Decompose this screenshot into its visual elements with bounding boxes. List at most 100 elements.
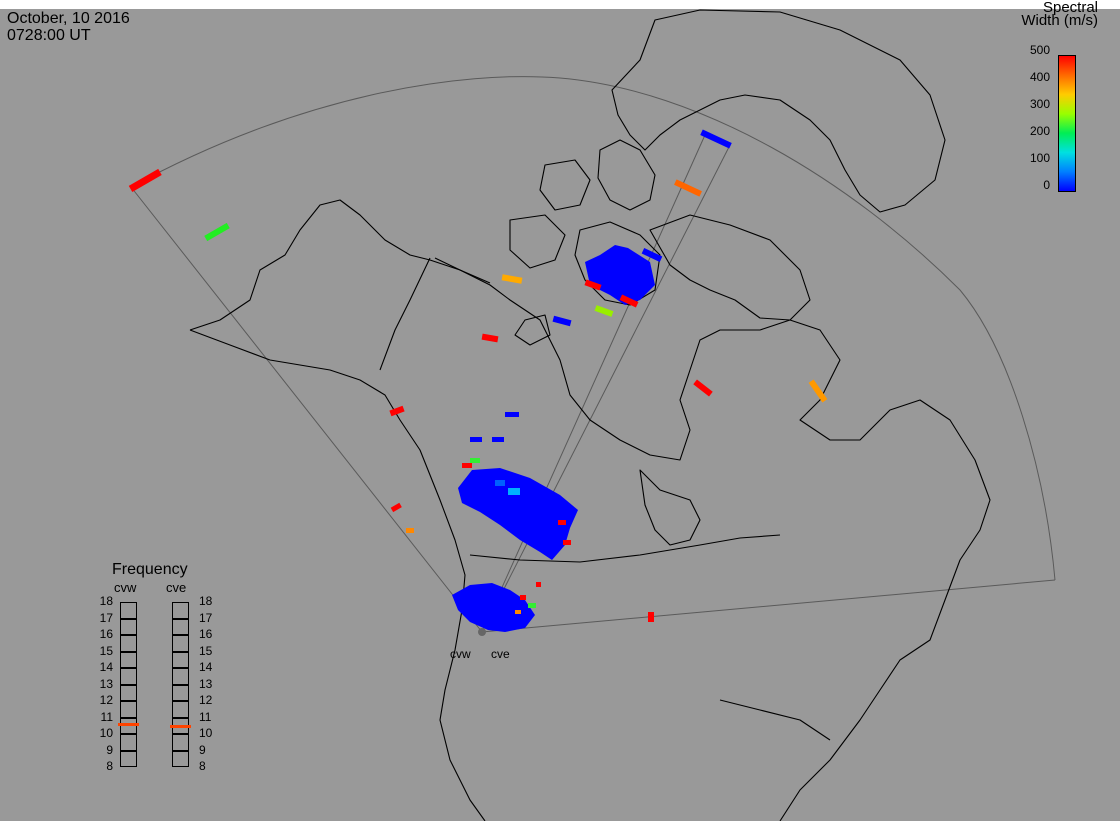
frequency-tick-right: 9 <box>199 742 206 757</box>
fov-outline <box>130 76 1056 633</box>
scatter-patch-blue-arctic <box>585 245 655 305</box>
frequency-radar-label-cve: cve <box>166 580 187 595</box>
scatter-red-6 <box>389 405 405 417</box>
colorbar-gradient <box>1058 55 1076 192</box>
frequency-scale-cell <box>172 618 189 635</box>
radar-label-cvw: cvw <box>450 647 471 661</box>
top-frame-band <box>0 0 1120 9</box>
frequency-tick-right: 12 <box>199 693 213 707</box>
coastline-hudson-bay <box>639 469 701 546</box>
scatter-cell-near-orange <box>515 610 521 614</box>
coastline-baffin <box>649 214 811 321</box>
scatter-blue-2 <box>552 315 572 327</box>
frequency-scale-cell <box>172 602 189 619</box>
scatter-cell-red-2 <box>558 520 566 525</box>
frequency-tick-right: 17 <box>199 610 213 625</box>
scatter-cell-red-1 <box>462 463 472 468</box>
date-label: October, 10 2016 <box>7 10 130 27</box>
scatter-red-4 <box>481 333 499 343</box>
colorbar-tick-label: 500 <box>1029 43 1050 57</box>
scatter-cell-near-green <box>528 603 536 608</box>
scatter-red-8 <box>648 612 654 622</box>
fov-overlap-edge-1 <box>481 144 731 633</box>
radar-label-cve: cve <box>491 647 510 661</box>
scatter-cluster-mid <box>458 458 578 560</box>
colorbar-tick-label: 300 <box>1029 97 1050 111</box>
frequency-tick-left: 16 <box>99 627 113 641</box>
scatter-red-5 <box>693 379 713 397</box>
border-alaska <box>379 257 431 371</box>
scatter-cell-cyan <box>508 488 520 495</box>
scatter-cell-arctic-blue <box>641 248 663 262</box>
frequency-tick-right: 13 <box>199 676 213 691</box>
scatter-cell-red-3 <box>563 540 571 545</box>
frequency-tick-left: 12 <box>99 693 113 707</box>
frequency-tick-left: 8 <box>106 759 113 773</box>
frequency-tick-left: 15 <box>99 643 113 658</box>
frequency-tick-right: 16 <box>199 627 213 641</box>
colorbar-tick-label: 100 <box>1029 151 1050 165</box>
frequency-tick-right: 8 <box>199 759 206 773</box>
radar-sites <box>478 628 486 636</box>
scatter-orange-2 <box>808 379 828 403</box>
frequency-scale-cell <box>120 701 137 718</box>
scatter-blue-5 <box>492 437 504 442</box>
scatter-far-blue <box>700 129 732 149</box>
frequency-tick-right: 11 <box>199 709 212 724</box>
fov-right-edge <box>481 579 1056 633</box>
border-arctic-line <box>434 257 491 284</box>
border-us-canada <box>469 534 781 563</box>
frequency-tick-left: 11 <box>100 709 113 724</box>
frequency-tick-left: 18 <box>99 594 113 608</box>
frequency-tick-left: 17 <box>99 610 113 625</box>
frequency-tick-left: 10 <box>99 726 113 740</box>
frequency-scale-cell <box>120 635 137 652</box>
frequency-scale-cell <box>172 651 189 668</box>
scatter-cluster-arctic <box>584 245 663 317</box>
fov-outer-arc <box>130 76 1056 581</box>
frequency-radar-label-cvw: cvw <box>114 580 137 595</box>
scatter-cell-green <box>470 458 480 463</box>
coastline-arctic-2 <box>539 159 591 211</box>
frequency-scale-cell <box>120 668 137 685</box>
frequency-tick-left: 13 <box>99 676 113 691</box>
time-label: 0728:00 UT <box>7 27 91 44</box>
colorbar-tick-label: 400 <box>1029 70 1050 84</box>
scatter-blue-4 <box>470 437 482 442</box>
scatter-far-red <box>128 168 162 192</box>
coastline-gulf <box>719 699 831 741</box>
scatter-red-7 <box>390 502 402 513</box>
frequency-scale-cell <box>172 635 189 652</box>
scatter-cell-arctic-red-2 <box>619 294 639 308</box>
scatter-blue-3 <box>505 412 519 417</box>
coastline-arctic-1 <box>597 139 656 211</box>
scatter-cell-near-red-2 <box>536 582 541 587</box>
frequency-tick-right: 14 <box>199 660 213 674</box>
frequency-scale-cell <box>120 618 137 635</box>
colorbar-title-line2: Width (m/s) <box>1021 12 1098 29</box>
scatter-isolated <box>128 129 828 622</box>
frequency-tick-right: 10 <box>199 726 213 740</box>
frequency-scale-cell <box>172 668 189 685</box>
scatter-cell-near-red-1 <box>520 595 526 600</box>
coastline-mainland <box>189 199 991 821</box>
colorbar-title-line1: Spectral <box>1042 0 1098 16</box>
frequency-scale-cell <box>120 602 137 619</box>
coastlines <box>189 9 991 821</box>
frequency-tick-right: 18 <box>199 594 213 608</box>
frequency-title: Frequency <box>112 561 188 578</box>
scatter-cluster-near <box>452 582 541 632</box>
colorbar-tick-label: 200 <box>1029 124 1050 138</box>
frequency-scale-cell <box>172 701 189 718</box>
fov-left-edge <box>130 186 483 633</box>
frequency-scale-cell <box>120 651 137 668</box>
coastline-arctic-3 <box>509 214 566 269</box>
frequency-tick-left: 14 <box>99 660 113 674</box>
frequency-marker-cve <box>170 724 191 728</box>
scatter-patch-blue-mid <box>458 468 578 560</box>
frequency-tick-right: 15 <box>199 643 213 658</box>
scatter-patch-blue-near <box>452 583 535 632</box>
scatter-far-orange <box>674 179 702 197</box>
